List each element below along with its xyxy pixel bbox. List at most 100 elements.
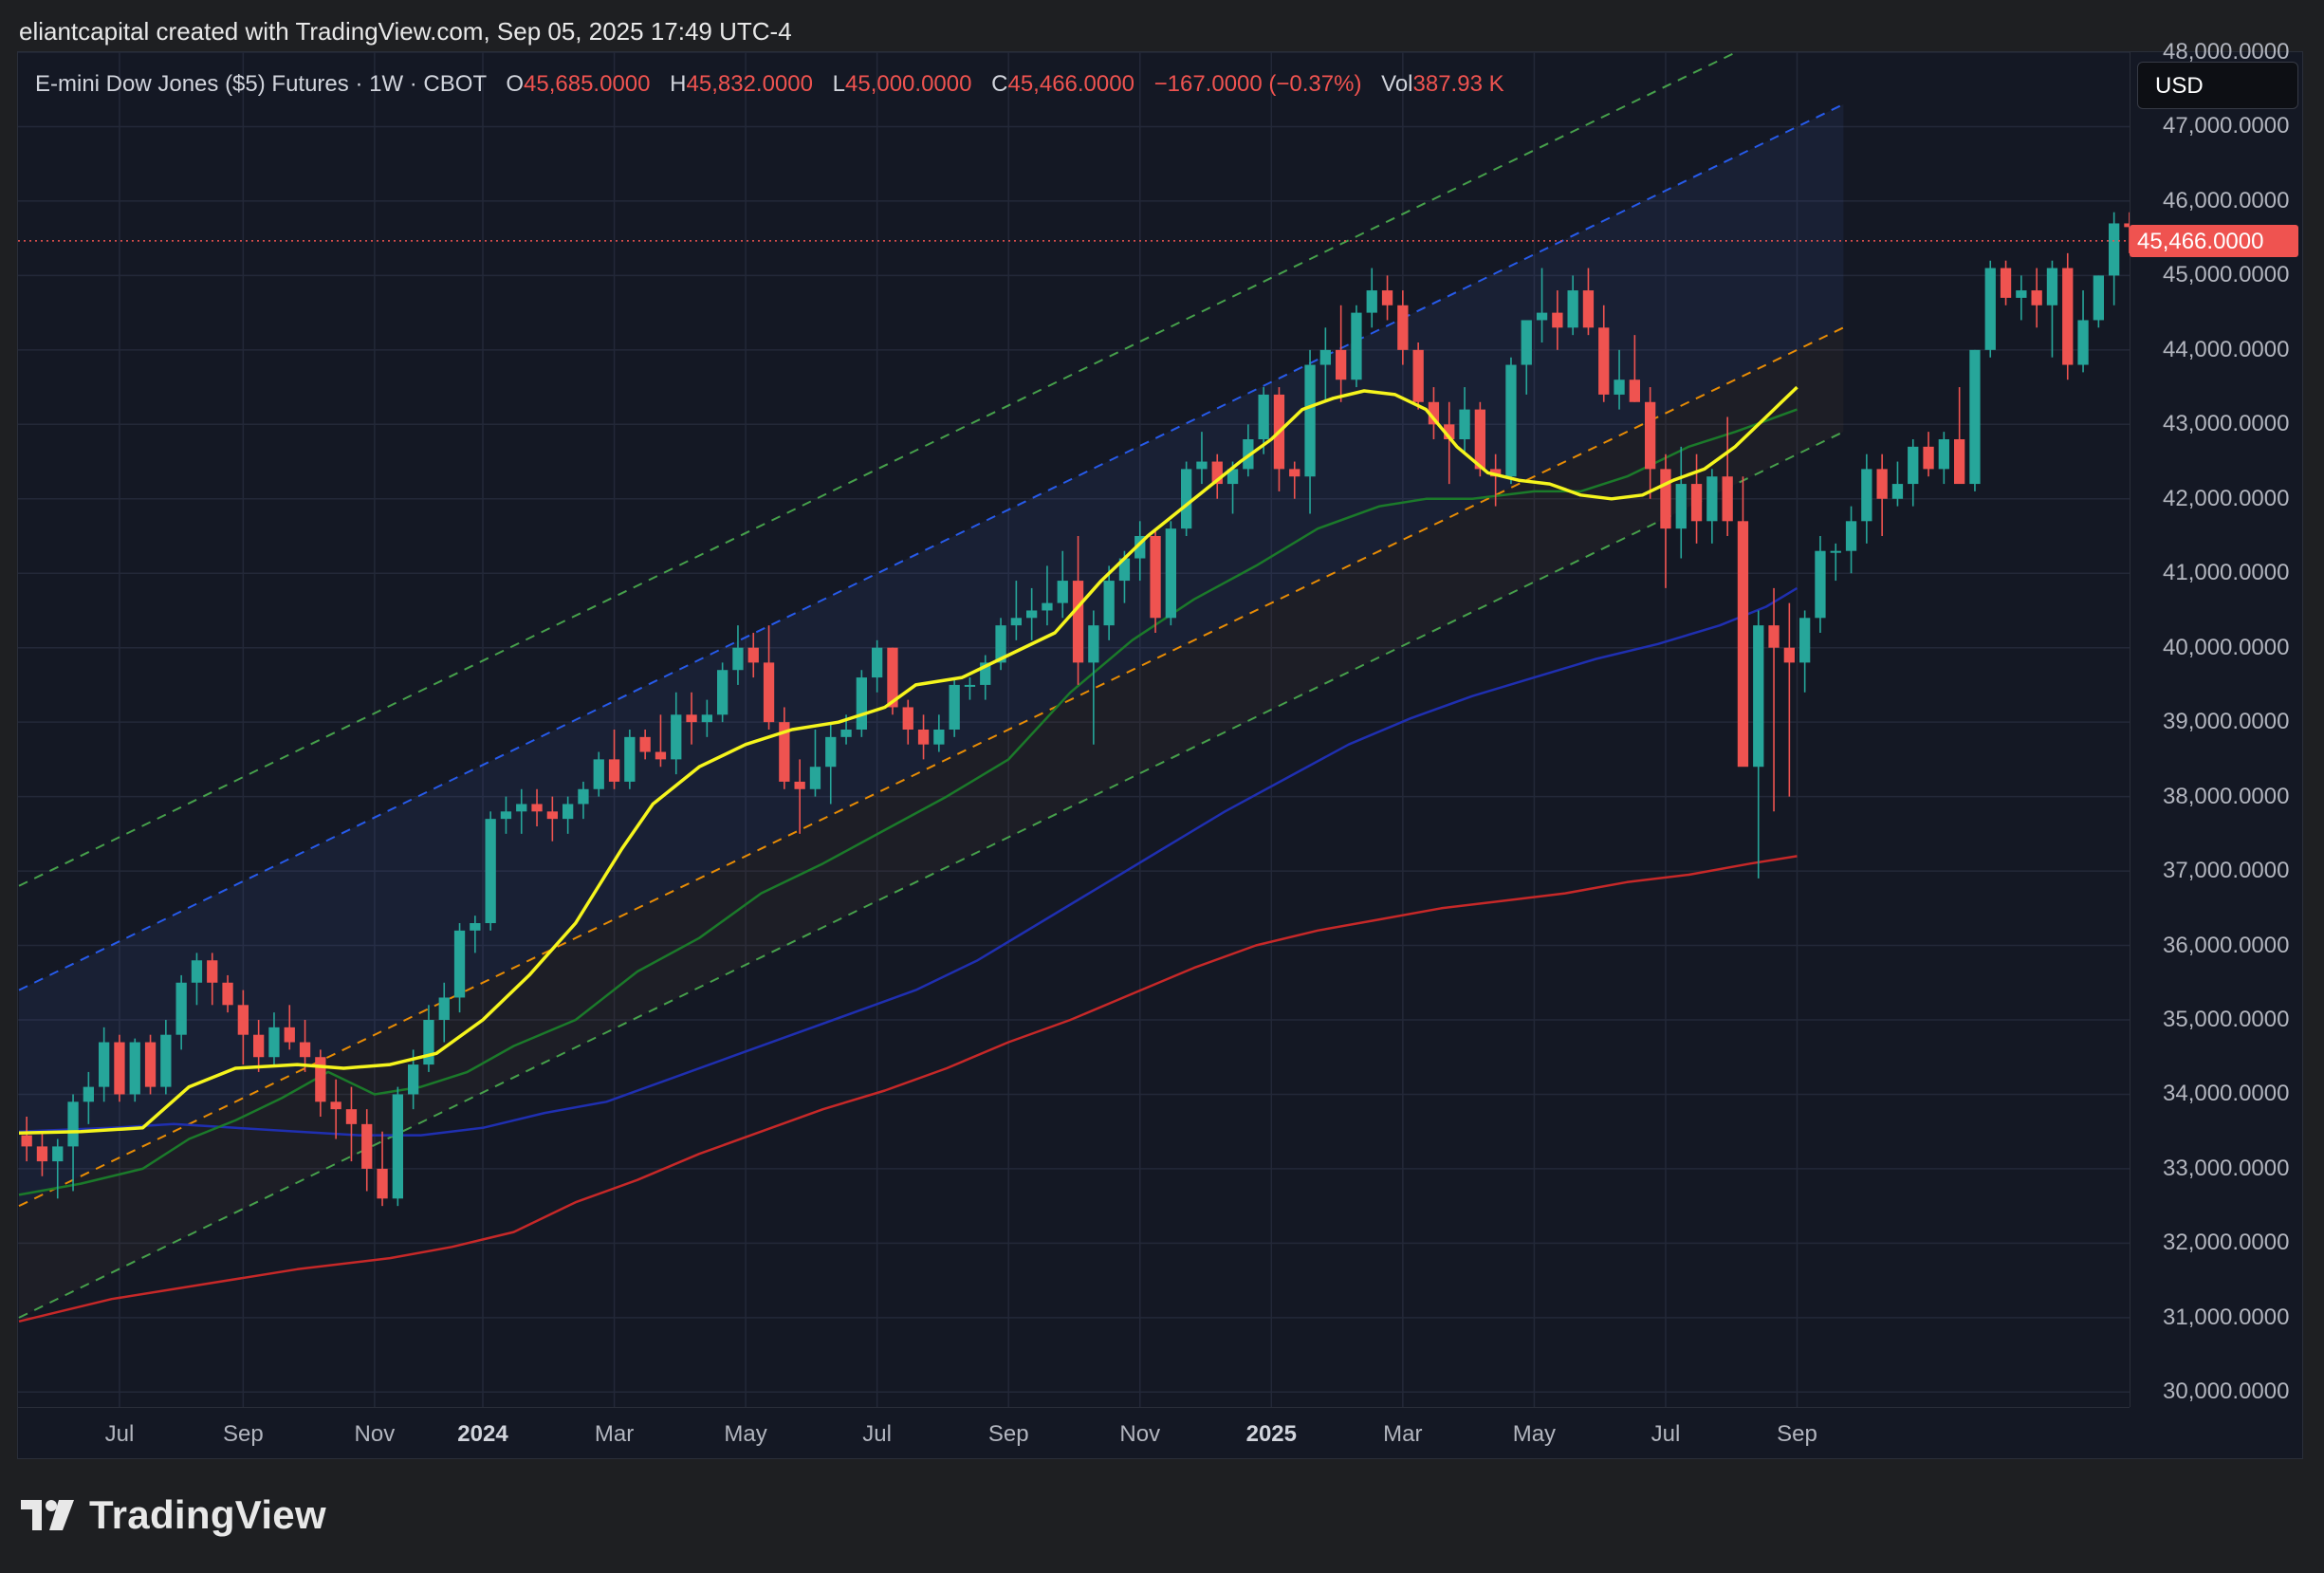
price-tick-label: 31,000.0000	[2163, 1304, 2290, 1330]
candle-body	[933, 730, 945, 745]
price-tick-label: 43,000.0000	[2163, 411, 2290, 437]
symbol-name[interactable]: E-mini Dow Jones ($5) Futures · 1W · CBO…	[35, 71, 487, 97]
candle-body	[1181, 469, 1192, 529]
time-tick-label: Nov	[354, 1421, 396, 1447]
candlestick-chart[interactable]	[18, 52, 2130, 1407]
candle-body	[856, 677, 867, 730]
candle-body	[330, 1101, 341, 1110]
price-tick-label: 47,000.0000	[2163, 113, 2290, 139]
tradingview-logo[interactable]: TradingView	[21, 1491, 326, 1539]
close-value: 45,466.0000	[1007, 71, 1134, 97]
time-axis[interactable]: Jul Sep Nov 2024 Mar May Jul Sep Nov 2025 Mar May Ju…	[18, 1407, 2130, 1459]
candle-body	[671, 714, 682, 760]
candle-body	[377, 1168, 388, 1199]
channel-lower-line	[18, 326, 1844, 1208]
candle-body	[1908, 446, 1919, 485]
candle-body	[21, 1135, 32, 1147]
price-tick-label: 30,000.0000	[2163, 1379, 2290, 1405]
brand-name: TradingView	[89, 1492, 326, 1537]
candle-body	[964, 684, 976, 687]
candle-body	[1552, 312, 1563, 328]
candle-body	[1150, 536, 1161, 619]
open-label: O	[506, 71, 525, 97]
candle-body	[1505, 364, 1517, 477]
low-label: L	[832, 71, 845, 97]
candle-body	[1629, 379, 1640, 402]
price-tick-label: 38,000.0000	[2163, 783, 2290, 809]
plot-area[interactable]	[18, 52, 2130, 1407]
candle-body	[2109, 223, 2120, 276]
channel-outer-lower-line	[18, 431, 1844, 1319]
candle-body	[1042, 602, 1053, 611]
candle-body	[1536, 312, 1548, 321]
candle-body	[872, 647, 883, 678]
currency-button[interactable]: USD	[2137, 62, 2298, 109]
price-tick-label: 46,000.0000	[2163, 187, 2290, 213]
time-tick-label: Mar	[594, 1421, 635, 1447]
candle-body	[1444, 424, 1455, 439]
price-tick-label: 39,000.0000	[2163, 709, 2290, 735]
candle-body	[546, 811, 558, 820]
candle-body	[1614, 379, 1625, 395]
chart-panel[interactable]: E-mini Dow Jones ($5) Futures · 1W · CBO…	[17, 39, 2303, 1459]
candle-body	[36, 1146, 48, 1162]
candle-body	[2046, 268, 2058, 305]
candle-body	[268, 1027, 280, 1058]
price-axis[interactable]: 30,000.0000 31,000.0000 32,000.0000 33,000.…	[2130, 39, 2303, 1407]
high-label: H	[670, 71, 687, 97]
candle-body	[1830, 550, 1841, 553]
candle-body	[1582, 290, 1595, 328]
candle-body	[1134, 536, 1146, 559]
candle-body	[949, 684, 960, 730]
candle-body	[763, 662, 775, 723]
open-value: 45,685.0000	[524, 71, 651, 97]
candle-body	[1938, 439, 1949, 470]
symbol-legend: E-mini Dow Jones ($5) Futures · 1W · CBO…	[35, 71, 1504, 98]
candle-body	[2000, 268, 2012, 298]
time-tick-label: Jul	[1651, 1421, 1681, 1447]
volume-label: Vol	[1381, 71, 1413, 97]
time-tick-label: Nov	[1119, 1421, 1161, 1447]
candle-body	[840, 730, 852, 737]
candle-body	[1319, 349, 1331, 365]
candle-body	[423, 1020, 434, 1065]
candle-body	[779, 722, 790, 782]
change-value: −167.0000 (−0.37%)	[1153, 71, 1362, 97]
price-tick-label: 37,000.0000	[2163, 858, 2290, 884]
price-tick-label: 48,000.0000	[2163, 39, 2290, 65]
candle-body	[1196, 461, 1208, 470]
candle-body	[1706, 476, 1718, 522]
candle-body	[1984, 268, 1996, 350]
candle-body	[1088, 625, 1099, 663]
candle-body	[453, 930, 466, 998]
candle-body	[1690, 484, 1703, 522]
time-tick-label: 2024	[457, 1421, 508, 1447]
candle-body	[902, 707, 913, 730]
candle-body	[1645, 401, 1656, 470]
candle-body	[747, 647, 759, 663]
channel-upper-line	[18, 103, 1844, 991]
channel-outer-upper-line	[18, 52, 1739, 887]
candle-body	[717, 670, 729, 715]
candle-body	[315, 1057, 326, 1102]
candle-body	[2124, 223, 2130, 228]
candle-body	[1876, 469, 1888, 499]
candle-body	[1211, 461, 1223, 485]
high-value: 45,832.0000	[686, 71, 813, 97]
candle-body	[563, 804, 574, 820]
candle-body	[701, 714, 712, 723]
candle-body	[1010, 618, 1022, 626]
candle-body	[345, 1109, 358, 1124]
candle-body	[809, 767, 821, 789]
candle-body	[175, 982, 187, 1035]
volume-value: 387.93 K	[1412, 71, 1504, 97]
channel-fill-lower	[19, 327, 1844, 1318]
candle-body	[732, 647, 744, 671]
candle-body	[2016, 290, 2027, 298]
candle-body	[1397, 305, 1409, 350]
candle-body	[593, 759, 604, 789]
candle-body	[408, 1064, 419, 1095]
candle-body	[191, 960, 203, 983]
candle-body	[1026, 610, 1038, 619]
close-label: C	[991, 71, 1008, 97]
